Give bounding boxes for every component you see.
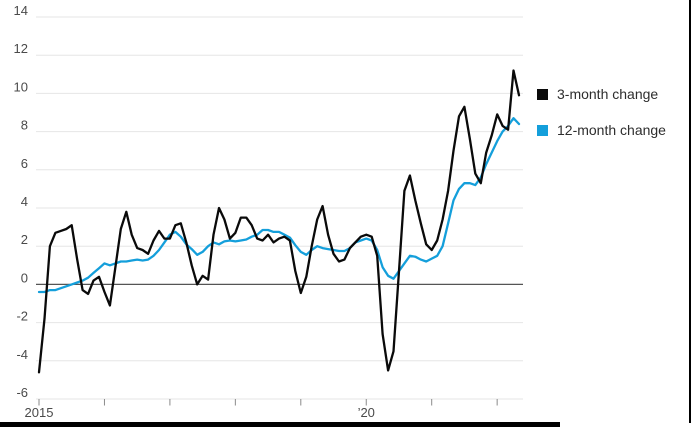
legend-label-3-month: 3-month change (557, 86, 659, 102)
legend-item-12-month-change: 12-month change (537, 122, 666, 138)
y-axis-tick-label: 8 (21, 118, 28, 133)
y-axis-tick-label: -4 (16, 347, 28, 362)
y-axis-tick-label: 10 (14, 79, 28, 94)
legend-swatch-icon (537, 88, 548, 100)
page-bottom-edge-border (0, 422, 560, 427)
y-axis-tick-label: 2 (21, 232, 28, 247)
y-axis-tick-label: 6 (21, 156, 28, 171)
y-axis-tick-label: -2 (16, 309, 28, 324)
y-axis-tick-label: 4 (21, 194, 28, 209)
series-line-12-month-change (37, 117, 521, 294)
x-axis-tick-label: 2015 (25, 405, 54, 420)
page-right-edge-border (689, 0, 691, 423)
legend-item-3-month-change: 3-month change (537, 86, 666, 102)
y-axis-tick-label: -6 (16, 385, 28, 400)
series-line-3-month-change (37, 69, 521, 374)
x-axis-tick-label: ’20 (358, 405, 375, 420)
y-axis-tick-label: 0 (21, 270, 28, 285)
legend: 3-month change 12-month change (537, 86, 666, 158)
legend-label-12-month: 12-month change (557, 122, 666, 138)
y-axis-tick-label: 12 (14, 41, 28, 56)
y-axis-tick-label: 14 (14, 3, 28, 18)
legend-swatch-icon (537, 124, 548, 136)
